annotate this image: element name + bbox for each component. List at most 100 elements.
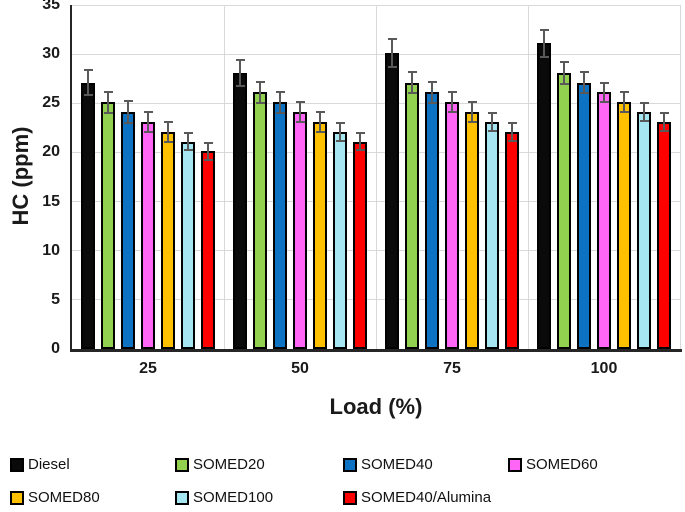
error-bar-stem: [431, 80, 433, 105]
error-bar-cap-top: [275, 90, 285, 93]
error-bar-cap-top: [579, 70, 589, 73]
error-bar-stem: [187, 131, 189, 152]
error-bar-cap-top: [559, 61, 569, 64]
bar-somed80-100: [617, 102, 631, 349]
error-bar-cap-top: [619, 91, 629, 94]
bar-somed20-75: [405, 82, 419, 349]
bar-somed40-25: [121, 112, 135, 349]
error-bar-cap-bottom: [507, 139, 517, 142]
error-bar-cap-bottom: [315, 130, 325, 133]
error-bar-cap-top: [143, 111, 153, 114]
error-bar-cap-bottom: [275, 112, 285, 115]
bar-somed20-25: [101, 102, 115, 349]
error-bar-stem: [127, 100, 129, 124]
legend-label: SOMED100: [193, 489, 274, 506]
error-bar-cap-bottom: [83, 94, 93, 97]
bar-diesel-50: [233, 72, 247, 349]
bar-somed60-25: [141, 121, 155, 349]
error-bar-stem: [239, 59, 241, 87]
error-bar-cap-top: [235, 59, 245, 62]
error-bar-cap-bottom: [659, 129, 669, 132]
legend-swatch-icon: [508, 457, 522, 472]
error-bar-stem: [583, 70, 585, 95]
error-bar-cap-top: [335, 121, 345, 124]
error-bar-stem: [207, 141, 209, 162]
error-bar-cap-bottom: [143, 130, 153, 133]
error-bar-stem: [299, 101, 301, 123]
legend-label: SOMED40/Alumina: [361, 489, 492, 506]
error-bar-stem: [623, 91, 625, 114]
error-bar-cap-bottom: [559, 82, 569, 85]
y-axis-line: [70, 5, 72, 351]
x-category-label: 75: [443, 360, 461, 377]
error-bar-cap-bottom: [619, 111, 629, 114]
legend-item-somed100: SOMED100: [175, 490, 273, 505]
bar-somed100-75: [485, 121, 499, 349]
x-axis-line: [70, 349, 682, 352]
error-bar-stem: [147, 111, 149, 133]
y-tick-label: 5: [51, 290, 60, 308]
error-bar-cap-top: [639, 102, 649, 105]
bar-somed100-100: [637, 112, 651, 349]
error-bar-cap-bottom: [427, 102, 437, 105]
x-category-label: 50: [291, 360, 309, 377]
error-bar-cap-bottom: [123, 121, 133, 124]
y-tick-label: 20: [42, 143, 60, 161]
error-bar-cap-top: [427, 80, 437, 83]
legend-item-somed40: SOMED40: [343, 457, 433, 472]
bar-somed40-alumina-50: [353, 141, 367, 349]
error-bar-cap-top: [83, 68, 93, 71]
error-bar-cap-bottom: [163, 140, 173, 143]
error-bar-cap-bottom: [203, 159, 213, 162]
y-tick-label: 30: [42, 45, 60, 63]
legend-item-diesel: Diesel: [10, 457, 70, 472]
bar-somed40-alumina-75: [505, 131, 519, 349]
error-bar-cap-bottom: [255, 102, 265, 105]
error-bar-cap-bottom: [183, 149, 193, 152]
error-bar-stem: [259, 80, 261, 105]
error-bar-cap-bottom: [467, 120, 477, 123]
error-bar-cap-bottom: [295, 120, 305, 123]
error-bar-cap-top: [487, 112, 497, 115]
v-gridline: [375, 5, 377, 349]
error-bar-cap-top: [315, 111, 325, 114]
legend-label: SOMED20: [193, 456, 265, 473]
error-bar-cap-bottom: [487, 129, 497, 132]
error-bar-cap-top: [539, 28, 549, 31]
error-bar-cap-top: [255, 80, 265, 83]
v-gridline: [679, 5, 681, 349]
error-bar-cap-top: [123, 100, 133, 103]
y-tick-label: 35: [42, 0, 60, 13]
bar-somed80-50: [313, 121, 327, 349]
error-bar-cap-top: [163, 120, 173, 123]
error-bar-cap-top: [295, 101, 305, 104]
error-bar-cap-top: [659, 112, 669, 115]
error-bar-cap-bottom: [355, 149, 365, 152]
bar-somed60-75: [445, 102, 459, 349]
bar-diesel-25: [81, 82, 95, 349]
bar-diesel-75: [385, 53, 399, 349]
error-bar-cap-bottom: [639, 119, 649, 122]
error-bar-stem: [339, 121, 341, 142]
legend-label: SOMED80: [28, 489, 100, 506]
y-tick-label: 10: [42, 241, 60, 259]
legend-item-somed60: SOMED60: [508, 457, 598, 472]
legend-swatch-icon: [10, 457, 24, 472]
v-gridline: [223, 5, 225, 349]
legend-item-somed40-alumina: SOMED40/Alumina: [343, 490, 491, 505]
legend-swatch-icon: [10, 490, 24, 505]
error-bar-cap-bottom: [599, 101, 609, 104]
legend-swatch-icon: [175, 457, 189, 472]
legend-label: SOMED60: [526, 456, 598, 473]
bar-somed40-alumina-25: [201, 151, 215, 349]
y-tick-label: 15: [42, 192, 60, 210]
error-bar-stem: [107, 90, 109, 115]
error-bar-cap-top: [467, 101, 477, 104]
x-category-label: 25: [139, 360, 157, 377]
error-bar-stem: [167, 120, 169, 143]
error-bar-cap-bottom: [235, 84, 245, 87]
bar-somed40-alumina-100: [657, 121, 671, 349]
bar-somed100-25: [181, 141, 195, 349]
legend-item-somed80: SOMED80: [10, 490, 100, 505]
